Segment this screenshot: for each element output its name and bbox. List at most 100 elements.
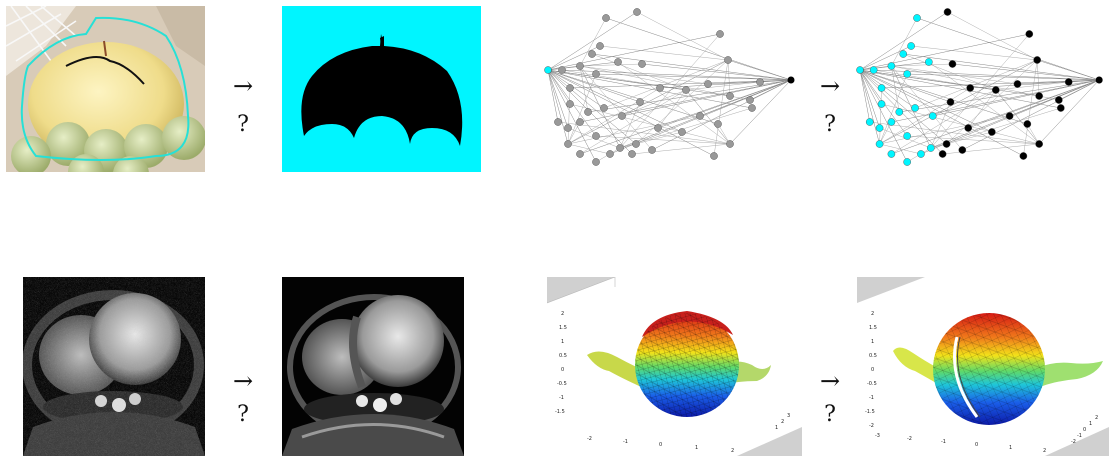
graph-edge <box>952 63 1100 81</box>
graph-edge <box>547 69 569 145</box>
graph-node <box>566 100 574 108</box>
graph-edge <box>567 73 597 145</box>
graph-node <box>903 132 911 140</box>
graph-node <box>716 30 724 38</box>
y-tick: 3 <box>787 413 790 419</box>
z-tick: 2 <box>561 311 564 317</box>
y-tick: -2 <box>1071 439 1076 445</box>
graph-node <box>946 98 955 106</box>
graph-edge <box>579 79 792 155</box>
graph-edge <box>859 33 1030 71</box>
graph-edge <box>547 69 597 163</box>
graph-edge <box>968 89 996 129</box>
graph-edge <box>617 61 731 145</box>
graph-node <box>746 96 754 104</box>
graph-node <box>992 86 1000 94</box>
z-tick: -2 <box>869 423 874 429</box>
graph-edge <box>685 89 731 145</box>
graph-node <box>636 98 644 106</box>
graph-node <box>602 14 610 22</box>
z-tick: 0.5 <box>559 353 567 359</box>
arrow-2: → <box>819 72 841 100</box>
graph-edge <box>932 79 1100 117</box>
z-tick: 1.5 <box>869 325 877 331</box>
z-tick: -0.5 <box>867 381 877 387</box>
graph-node <box>911 104 919 112</box>
x-tick: -3 <box>875 433 880 439</box>
graph-edge <box>567 59 729 145</box>
graph-edge <box>899 79 1100 113</box>
z-tick: 0 <box>561 367 564 373</box>
graph-edge <box>567 143 611 155</box>
graph-edge <box>859 69 992 133</box>
graph-edge <box>947 11 1038 61</box>
graph-edge <box>579 65 653 151</box>
graph-edge <box>619 101 641 149</box>
graph-node <box>592 70 600 78</box>
z-tick: 1 <box>561 339 564 345</box>
graph-node <box>710 152 718 160</box>
graph-edge <box>547 11 638 71</box>
graph-edge <box>547 69 719 125</box>
graph-edge <box>561 69 792 81</box>
noisy-mri-image <box>23 277 205 456</box>
graph-edge <box>547 69 637 145</box>
graph-edge <box>713 59 729 157</box>
graph-node <box>724 56 732 64</box>
graph-edge <box>859 69 951 103</box>
graph-node-seed <box>856 66 864 74</box>
graph-edge <box>619 107 753 149</box>
graph-node <box>875 140 884 148</box>
graph-node <box>1035 140 1043 148</box>
graph-node <box>756 78 764 86</box>
graph-edge <box>547 69 641 103</box>
graph-node <box>592 132 600 140</box>
y-tick: 1 <box>775 425 778 431</box>
graph-node <box>576 150 584 158</box>
x-tick: 1 <box>695 445 698 451</box>
graph-node <box>1013 80 1022 88</box>
graph-node <box>899 50 908 58</box>
graph-edge <box>727 59 731 97</box>
graph-edge <box>547 69 569 129</box>
graph-edge <box>547 69 731 97</box>
graph-edge <box>891 17 918 67</box>
z-tick: 0.5 <box>869 353 877 359</box>
graph-edge <box>859 69 882 105</box>
graph-edge <box>891 65 900 113</box>
graph-node <box>726 92 734 100</box>
graph-edge <box>567 87 661 145</box>
graph-edge <box>881 79 1100 89</box>
graph-node <box>875 124 884 132</box>
graph-node <box>1033 56 1041 64</box>
graph-node <box>887 150 896 158</box>
graph-edge <box>859 69 1028 125</box>
graph-node <box>917 150 925 158</box>
graph-edge <box>879 87 971 145</box>
graph-node <box>633 8 641 16</box>
graph-node <box>564 140 572 148</box>
graph-edge <box>879 73 908 145</box>
graph-node <box>592 158 600 166</box>
graph-node <box>726 140 734 148</box>
arrow-1: → <box>232 72 254 100</box>
graph-node <box>913 14 921 22</box>
denoised-mri-image <box>282 277 464 456</box>
x-tick: 1 <box>1009 445 1012 451</box>
graph-edge <box>547 33 721 71</box>
graph-node <box>584 108 592 116</box>
graph-edge <box>879 87 882 145</box>
graph-edge <box>619 33 721 149</box>
graph-edge <box>930 131 992 149</box>
question-mark-2: ? <box>824 112 836 137</box>
graph-edge <box>641 63 792 81</box>
y-tick: 1 <box>1089 421 1092 427</box>
z-tick: 0 <box>871 367 874 373</box>
graph-edge <box>903 53 1100 81</box>
graph-edge <box>962 79 1100 151</box>
graph-node <box>682 86 690 94</box>
z-tick: -1.5 <box>865 409 875 415</box>
graph-node <box>576 62 584 70</box>
graph-edge <box>879 59 1038 145</box>
graph-node <box>678 128 686 136</box>
